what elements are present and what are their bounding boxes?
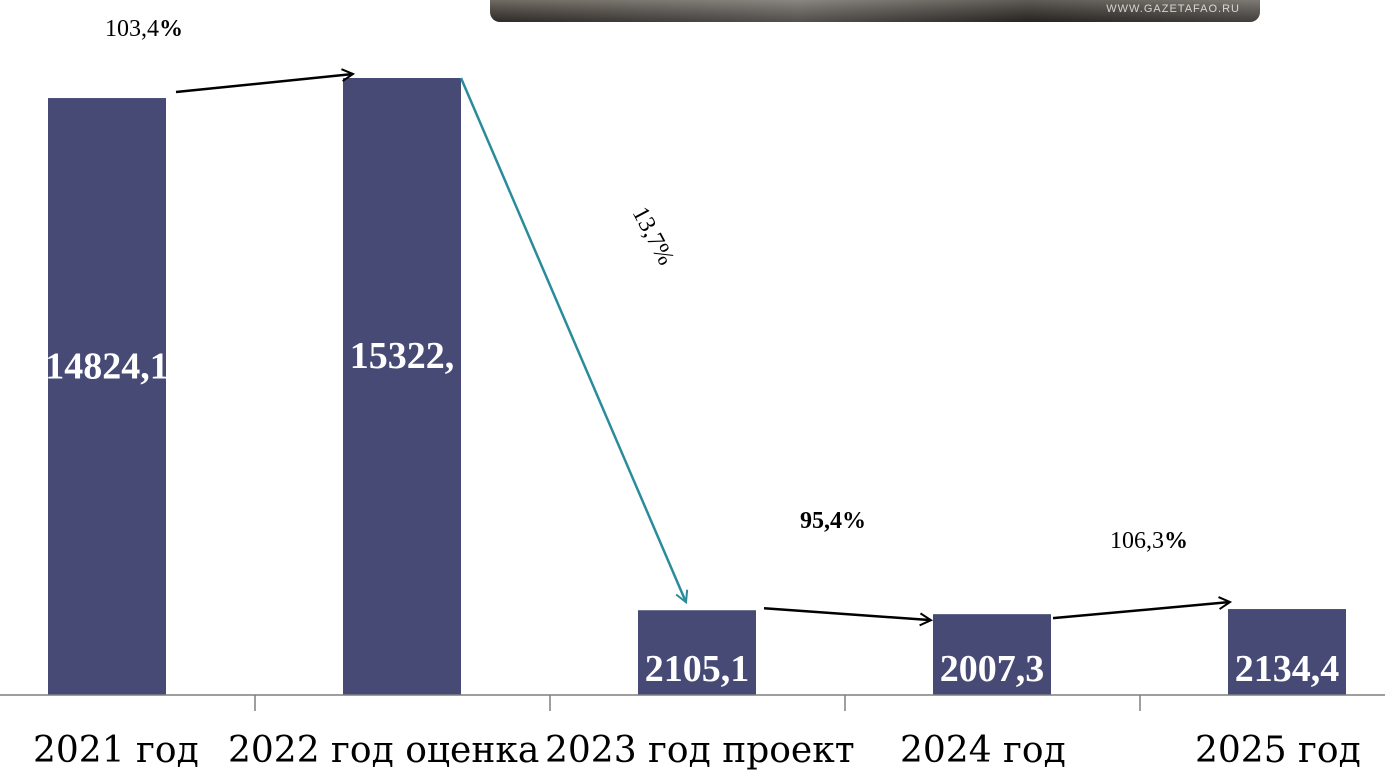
bars-layer (48, 78, 1346, 696)
bar-value-label-4: 2007,3 (940, 648, 1045, 690)
bar-value-label-5: 2134,4 (1235, 648, 1340, 690)
bar-value-label-3: 2105,1 (645, 648, 750, 690)
growth-annotations: 103,4% 13,7% 95,4% 106,3% (105, 16, 1188, 554)
category-label-5: 2025 год (1195, 730, 1361, 771)
header-photo-strip: WWW.GAZETAFAO.RU (490, 0, 1260, 22)
annotation-2021-2022: 103,4% (105, 16, 183, 42)
growth-arrow-2024-2025 (1052, 602, 1230, 620)
bar-5 (1228, 609, 1346, 695)
bar-1 (48, 98, 166, 696)
category-label-4: 2024 год (900, 730, 1066, 771)
annotation-2022-2023: 13,7% (627, 203, 679, 270)
annotation-2024-2025: 106,3% (1110, 528, 1188, 554)
photo-shade (490, 0, 1260, 22)
growth-arrows (175, 74, 1230, 620)
labels-layer: 14824,1 15322, 2105,1 2007,3 2134,4 (45, 335, 1340, 690)
category-label-3: 2023 год проект (545, 730, 855, 771)
category-label-2: 2022 год оценка (228, 730, 539, 771)
bar-4 (933, 614, 1051, 695)
category-label-1: 2021 год (33, 730, 199, 771)
growth-arrow-2021-2022 (175, 74, 353, 94)
bar-3 (638, 610, 756, 695)
drop-arrow-2022-2023 (459, 77, 686, 602)
bar-value-label-1: 14824,1 (45, 346, 169, 388)
bar-value-label-2: 15322, (350, 335, 455, 377)
growth-arrow-2023-2024 (763, 606, 931, 620)
watermark: WWW.GAZETAFAO.RU (1106, 3, 1240, 15)
x-axis: 2021 год 2022 год оценка 2023 год проект 20… (0, 694, 1385, 771)
bar-2 (343, 78, 461, 695)
annotation-2023-2024: 95,4% (800, 508, 866, 534)
